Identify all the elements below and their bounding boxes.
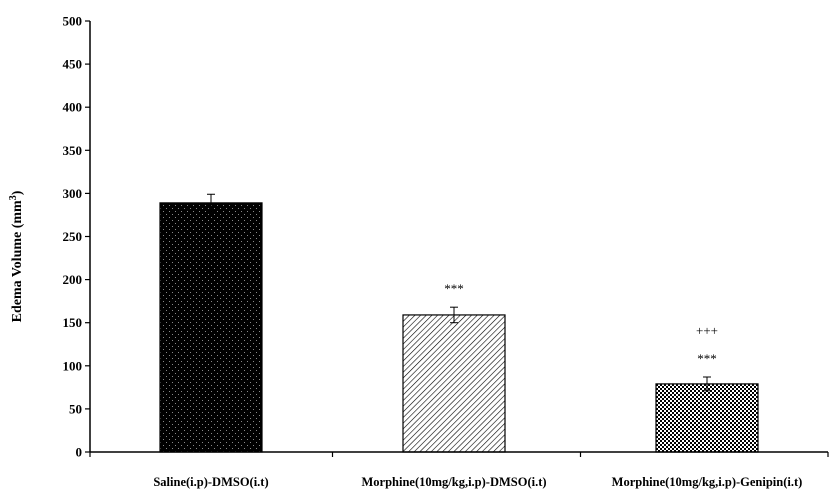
- x-category-label: Morphine(10mg/kg,i.p)-Genipin(i.t): [612, 475, 803, 489]
- y-tick-label: 50: [69, 401, 82, 416]
- x-category-label: Morphine(10mg/kg,i.p)-DMSO(i.t): [361, 475, 546, 489]
- y-axis-title-suffix: ): [10, 190, 25, 195]
- significance-label-2: ***: [444, 281, 464, 296]
- y-tick-label: 0: [76, 445, 83, 460]
- x-category-label: Saline(i.p)-DMSO(i.t): [153, 475, 268, 489]
- significance-label-3: +++: [696, 323, 718, 338]
- y-tick-label: 500: [63, 14, 83, 29]
- y-axis-title-text: Edema Volume (mm: [10, 200, 25, 322]
- x-axis: Saline(i.p)-DMSO(i.t) Morphine(10mg/kg,i.…: [89, 451, 829, 489]
- bar-3: [655, 383, 759, 453]
- y-axis: 0 50 100 150 200 250 300 350 400 450 500: [63, 14, 91, 460]
- y-tick-label: 250: [63, 229, 83, 244]
- y-tick-label: 450: [63, 57, 83, 72]
- bar-1: [159, 202, 263, 453]
- y-axis-title-superscript: 3: [8, 195, 19, 200]
- y-tick-label: 400: [63, 100, 83, 115]
- svg-text:Edema Volume (mm3): Edema Volume (mm3): [8, 190, 25, 322]
- y-axis-title: Edema Volume (mm3): [8, 190, 25, 322]
- y-tick-label: 300: [63, 186, 83, 201]
- y-tick-label: 200: [63, 272, 83, 287]
- significance-label-3: ***: [697, 351, 717, 366]
- y-tick-label: 350: [63, 143, 83, 158]
- bar-2: [402, 314, 506, 453]
- y-tick-label: 100: [63, 358, 83, 373]
- bars: *** *** +++: [159, 193, 759, 453]
- y-tick-label: 150: [63, 315, 83, 330]
